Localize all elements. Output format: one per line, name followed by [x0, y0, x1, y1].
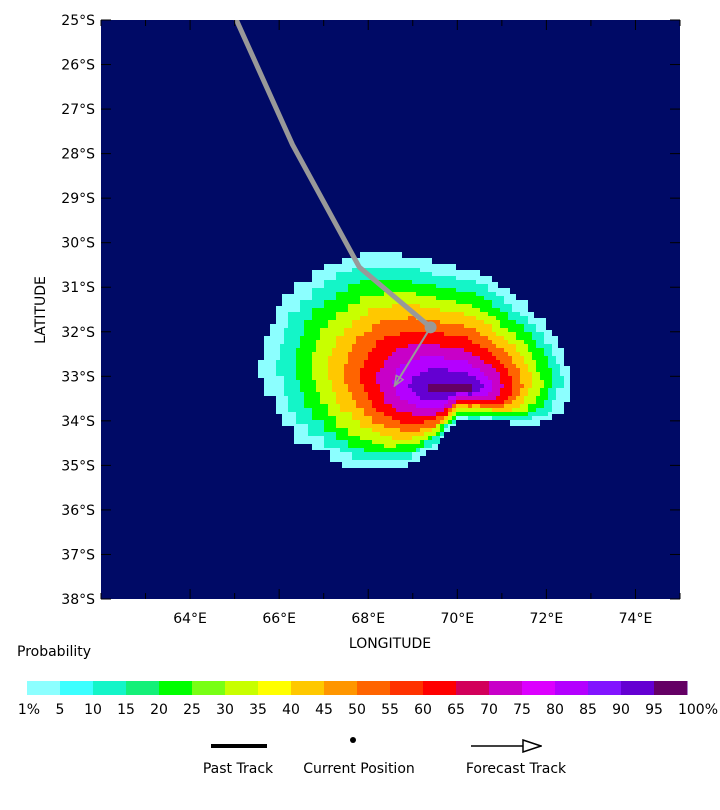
legend-bin-label: 80 [546, 702, 564, 718]
y-tick-label: 26°S [61, 58, 95, 74]
x-tick-label: 66°E [262, 611, 296, 627]
legend-swatch-last [654, 681, 687, 695]
x-tick-label: 70°E [440, 611, 474, 627]
legend-swatch [390, 681, 424, 695]
legend-swatch [588, 681, 622, 695]
legend-swatch [555, 681, 589, 695]
legend-swatch [225, 681, 259, 695]
y-tick-label: 35°S [61, 458, 95, 474]
x-tick-label: 68°E [351, 611, 385, 627]
legend-swatch [258, 681, 292, 695]
y-tick-label: 32°S [61, 325, 95, 341]
track-layer [233, 20, 437, 385]
legend-bin-label: 90 [612, 702, 630, 718]
probability-field [258, 252, 570, 468]
legend-bin-label: 50 [348, 702, 366, 718]
legend-bin-label: 65 [447, 702, 465, 718]
legend-bin-label: 45 [315, 702, 333, 718]
legend-bin-label: 55 [381, 702, 399, 718]
legend-swatch [126, 681, 160, 695]
y-tick-label: 34°S [61, 414, 95, 430]
x-tick-label: 64°E [173, 611, 207, 627]
legend-swatch [60, 681, 94, 695]
y-tick-label: 27°S [61, 102, 95, 118]
legend-swatch [357, 681, 391, 695]
legend-bin-label: 25 [183, 702, 201, 718]
track-key: Past Track Current Position Forecast Tra… [203, 737, 567, 777]
legend-swatch [93, 681, 127, 695]
forecast-track-arrow [395, 326, 432, 385]
axis-ticks: 64°E 66°E 68°E 70°E 72°E 74°E 25°S 26°S 27°S 28°S… [61, 13, 681, 627]
legend-swatch [621, 681, 655, 695]
legend-swatch [522, 681, 556, 695]
y-tick-label: 31°S [61, 280, 95, 296]
legend-swatch [324, 681, 358, 695]
legend-swatch [27, 681, 61, 695]
legend-bin-label: 35 [249, 702, 267, 718]
y-tick-label: 25°S [61, 13, 95, 29]
legend-bin-label: 60 [414, 702, 432, 718]
legend-bin-label: 40 [282, 702, 300, 718]
legend-swatch [159, 681, 193, 695]
legend-swatch [456, 681, 490, 695]
y-tick-label: 38°S [61, 592, 95, 608]
legend-bin-label: 30 [216, 702, 234, 718]
probability-band-95 [428, 384, 472, 392]
legend-title: Probability [17, 644, 91, 660]
legend-swatch [192, 681, 226, 695]
legend-bin-label: 15 [117, 702, 135, 718]
y-tick-label: 37°S [61, 547, 95, 563]
legend-bin-label: 100% [678, 702, 718, 718]
legend-bin-label: 20 [150, 702, 168, 718]
legend-bin-label: 10 [84, 702, 102, 718]
past-track-line [233, 20, 434, 330]
current-position-key-dot [350, 737, 356, 743]
plot-area [101, 20, 680, 599]
current-position-key-label: Current Position [303, 761, 415, 777]
legend-bin-label: 95 [645, 702, 663, 718]
legend-swatch [489, 681, 523, 695]
y-tick-label: 30°S [61, 236, 95, 252]
color-legend: 1% 5 10 15 20 25 30 35 40 45 50 55 60 65 70 75 80 85 90 95 1… [18, 681, 718, 718]
past-track-key-label: Past Track [203, 761, 274, 777]
y-tick-label: 28°S [61, 147, 95, 163]
forecast-track-key-label: Forecast Track [466, 761, 567, 777]
x-tick-label: 74°E [619, 611, 653, 627]
legend-bin-label: 85 [579, 702, 597, 718]
current-position-marker [424, 321, 437, 334]
legend-swatch [423, 681, 457, 695]
legend-bin-label: 70 [480, 702, 498, 718]
y-axis-title: LATITUDE [33, 276, 49, 344]
legend-bin-label: 75 [513, 702, 531, 718]
x-axis-title: LONGITUDE [349, 636, 431, 652]
y-tick-label: 36°S [61, 503, 95, 519]
x-tick-label: 72°E [530, 611, 564, 627]
legend-bin-label: 1% [18, 702, 40, 718]
legend-bin-label: 5 [56, 702, 65, 718]
y-tick-label: 29°S [61, 191, 95, 207]
y-tick-label: 33°S [61, 369, 95, 385]
legend-swatch [291, 681, 325, 695]
